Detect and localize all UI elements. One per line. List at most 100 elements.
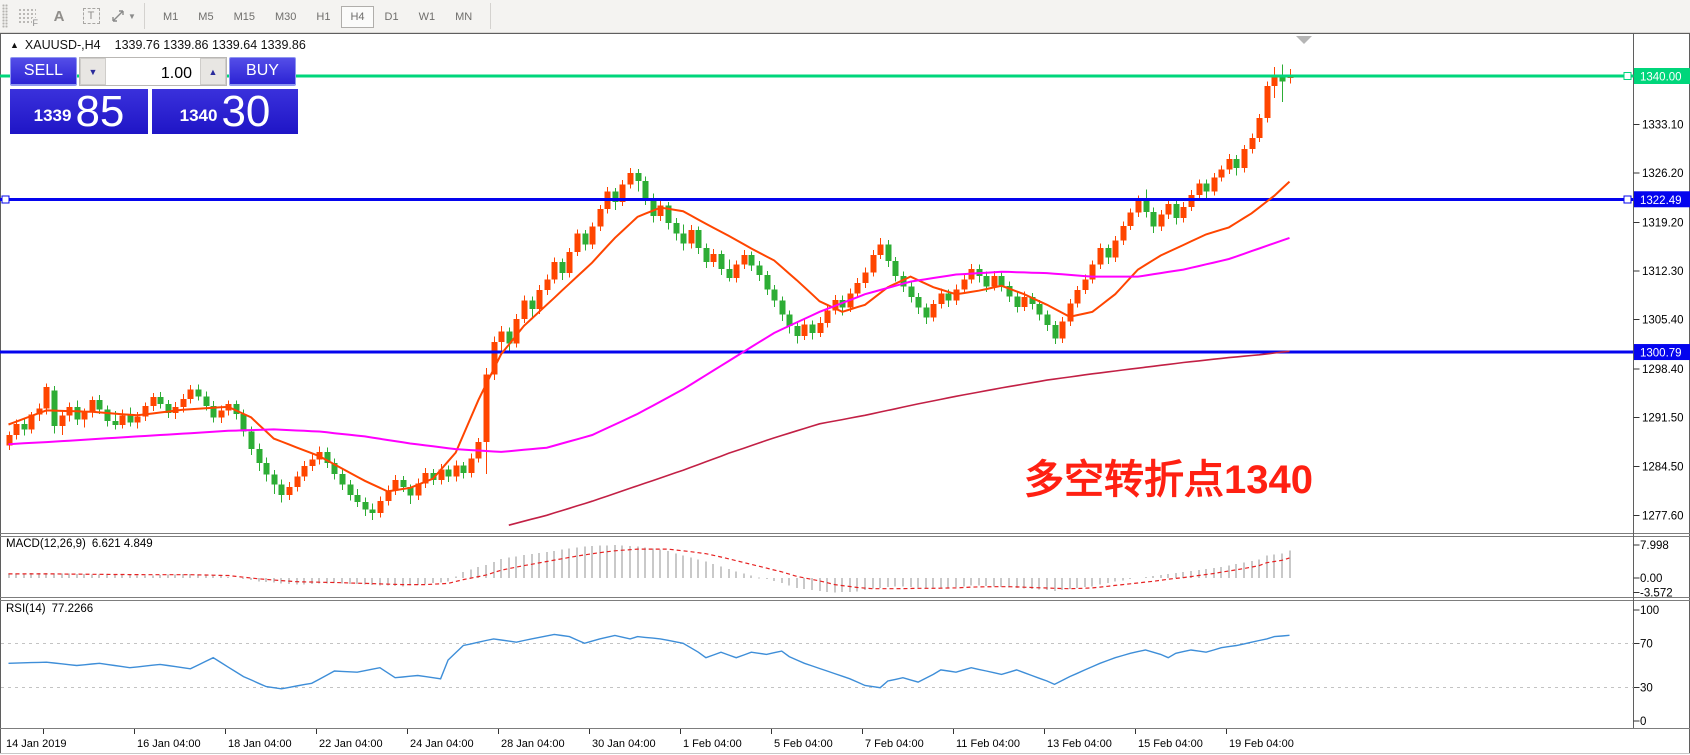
price-axis-label: 1333.10 [1642, 120, 1684, 132]
macd-histogram-bar [811, 578, 813, 591]
candle [1226, 159, 1233, 170]
macd-histogram-bar [349, 578, 351, 584]
sell-button[interactable]: SELL [10, 57, 77, 86]
time-axis-label: 14 Jan 2019 [6, 738, 67, 750]
volume-down-button[interactable]: ▼ [80, 58, 106, 85]
macd-histogram-bar [152, 575, 154, 578]
candle [210, 406, 217, 418]
timeframe-button-m1[interactable]: M1 [163, 11, 179, 23]
macd-histogram-bar [470, 569, 472, 578]
text-label-icon[interactable]: T [78, 4, 104, 28]
candle [771, 289, 778, 301]
macd-histogram-bar [599, 545, 601, 578]
time-axis-label: 11 Feb 04:00 [956, 738, 1020, 750]
candle [51, 390, 58, 426]
macd-histogram-bar [705, 561, 707, 578]
cursor-mode-icon[interactable]: ▼ [110, 4, 136, 28]
candle [1120, 225, 1127, 241]
chart-canvas[interactable]: 1333.10 1326.20 1319.20 1312.30 1305.40 1298.… [0, 33, 1690, 755]
candle [892, 261, 899, 276]
macd-histogram-bar [1273, 554, 1275, 578]
candle [529, 300, 536, 310]
macd-histogram-bar [978, 578, 980, 586]
macd-histogram-bar [1114, 578, 1116, 582]
macd-histogram-bar [925, 578, 927, 589]
candle [1211, 177, 1218, 192]
timeframe-button-m30[interactable]: M30 [274, 11, 297, 23]
candle [801, 324, 808, 336]
hline-handle[interactable] [1623, 195, 1632, 204]
text-annotation-icon[interactable]: A [53, 7, 65, 25]
macd-histogram-bar [212, 575, 214, 578]
candle [673, 223, 680, 234]
candle [422, 473, 429, 484]
candle [582, 233, 589, 245]
timeframe-button-h1[interactable]: H1 [316, 11, 331, 23]
candle [710, 254, 717, 262]
candle [324, 451, 331, 464]
macd-histogram-bar [1152, 575, 1154, 578]
timeframe-button-d1[interactable]: D1 [384, 11, 399, 23]
candle [96, 399, 103, 410]
candle [278, 484, 285, 495]
time-axis-label: 7 Feb 04:00 [865, 738, 924, 750]
candle [43, 387, 50, 409]
macd-histogram-bar [773, 578, 775, 582]
ask-price-display[interactable]: 1340 30 [152, 89, 298, 134]
macd-histogram-bar [697, 559, 699, 578]
candle [1188, 194, 1195, 207]
macd-histogram-bar [114, 574, 116, 578]
timeframe-button-h4[interactable]: H4 [341, 6, 374, 28]
macd-histogram-bar [1198, 570, 1200, 578]
macd-histogram-bar [872, 578, 874, 589]
candle [369, 509, 376, 514]
candle [286, 487, 293, 495]
buy-button[interactable]: BUY [229, 57, 296, 86]
candle [1203, 183, 1210, 192]
macd-histogram-bar [902, 578, 904, 587]
candle [339, 473, 346, 485]
ma-fast-line [8, 180, 1291, 493]
time-axis-label: 16 Jan 04:00 [137, 738, 201, 750]
timeframe-button-m5[interactable]: M5 [198, 11, 214, 23]
chart-shift-marker-icon[interactable] [1296, 36, 1312, 44]
candle [703, 247, 710, 262]
price-axis-label: 1298.40 [1642, 364, 1684, 376]
bid-price-display[interactable]: 1339 85 [10, 89, 148, 134]
macd-histogram-bar [1266, 555, 1268, 578]
volume-up-button[interactable]: ▲ [200, 58, 226, 85]
candle [1196, 183, 1203, 195]
macd-histogram-bar [591, 545, 593, 578]
candle [1271, 76, 1278, 86]
timeframe-button-mn[interactable]: MN [455, 11, 473, 23]
macd-histogram-bar [743, 573, 745, 578]
candle [551, 261, 558, 280]
candle [377, 501, 384, 514]
indicator-grid-icon[interactable]: F [14, 4, 40, 28]
macd-histogram-bar [182, 574, 184, 578]
ask-pip-digits: 30 [221, 87, 271, 136]
chart-text-annotation[interactable]: 多空转折点1340 [1024, 458, 1313, 502]
candle [566, 252, 573, 274]
hline-handle[interactable] [1623, 72, 1632, 80]
macd-histogram-bar [1281, 553, 1283, 578]
toolbar-grip[interactable] [2, 4, 8, 28]
candle [657, 205, 664, 217]
candle [134, 416, 141, 423]
candle [1059, 321, 1066, 339]
candle [718, 254, 725, 269]
candle [619, 184, 626, 203]
macd-histogram-bar [258, 578, 260, 582]
timeframe-button-m15[interactable]: M15 [233, 11, 255, 23]
macd-histogram-bar [311, 578, 313, 584]
volume-input[interactable] [106, 58, 200, 85]
timeframe-button-w1[interactable]: W1 [418, 11, 436, 23]
candle [104, 409, 111, 421]
candle [544, 279, 551, 291]
candle [991, 275, 998, 287]
candle [635, 173, 642, 181]
hline-handle[interactable] [1, 195, 10, 204]
macd-histogram-bar [1038, 578, 1040, 590]
macd-histogram-bar [515, 556, 517, 578]
